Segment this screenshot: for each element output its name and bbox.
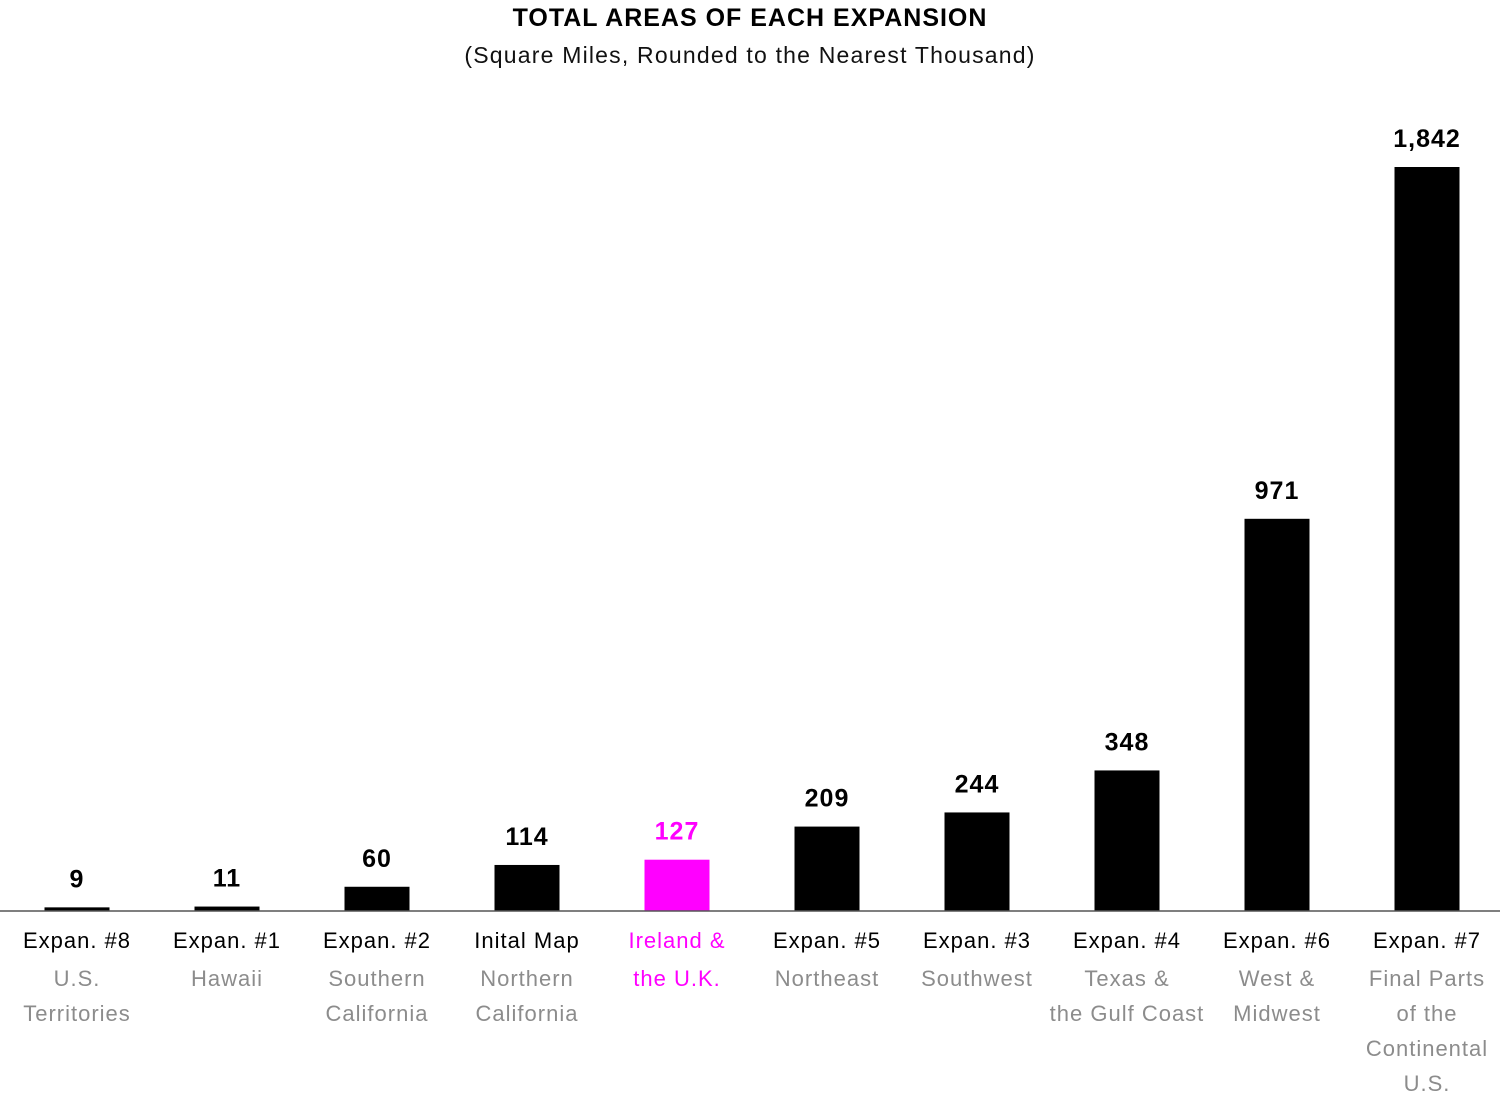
bar-9 <box>1394 167 1460 911</box>
category-sublabel-8-0: West & <box>1239 966 1316 991</box>
category-label-5: Expan. #5 <box>773 928 881 953</box>
category-sublabel-2-1: California <box>326 1001 429 1026</box>
category-sublabel-3-0: Northern <box>480 966 574 991</box>
category-sublabel-6-0: Southwest <box>921 966 1033 991</box>
value-label-3: 114 <box>505 823 548 851</box>
category-sublabel-8-1: Midwest <box>1233 1001 1321 1026</box>
bar-3 <box>494 864 560 911</box>
value-label-9: 1,842 <box>1393 125 1461 153</box>
value-label-2: 60 <box>362 845 392 873</box>
category-label-4: Ireland & <box>628 928 725 953</box>
category-sublabel-5-0: Northeast <box>775 966 879 991</box>
category-sublabel-7-1: the Gulf Coast <box>1050 1001 1205 1026</box>
category-sublabel-3-1: California <box>476 1001 579 1026</box>
bar-8 <box>1244 518 1310 911</box>
category-label-9: Expan. #7 <box>1373 928 1481 953</box>
bar-7 <box>1094 770 1160 911</box>
category-sublabel-9-1: of the <box>1396 1001 1457 1026</box>
bar-2 <box>344 886 410 911</box>
value-label-0: 9 <box>70 865 85 893</box>
category-sublabel-1-0: Hawaii <box>191 966 263 991</box>
chart-subtitle: (Square Miles, Rounded to the Nearest Th… <box>464 42 1036 68</box>
category-sublabel-9-3: U.S. <box>1404 1071 1451 1096</box>
category-label-0: Expan. #8 <box>23 928 131 953</box>
value-label-1: 11 <box>213 865 241 893</box>
bar-0 <box>44 907 110 911</box>
category-label-2: Expan. #2 <box>323 928 431 953</box>
category-sublabel-9-2: Continental <box>1366 1036 1488 1061</box>
category-sublabel-9-0: Final Parts <box>1369 966 1485 991</box>
category-sublabel-4-0: the U.K. <box>633 966 720 991</box>
category-label-8: Expan. #6 <box>1223 928 1331 953</box>
category-label-3: Inital Map <box>474 928 579 953</box>
chart-title: TOTAL AREAS OF EACH EXPANSION <box>512 4 988 32</box>
value-label-7: 348 <box>1105 728 1150 756</box>
category-sublabel-2-0: Southern <box>328 966 425 991</box>
bar-4 <box>644 859 710 911</box>
value-label-8: 971 <box>1255 477 1300 505</box>
bar-5 <box>794 826 860 911</box>
category-label-7: Expan. #4 <box>1073 928 1181 953</box>
category-sublabel-0-1: Territories <box>23 1001 131 1026</box>
category-label-6: Expan. #3 <box>923 928 1031 953</box>
bar-1 <box>194 906 260 911</box>
category-sublabel-0-0: U.S. <box>54 966 101 991</box>
category-label-1: Expan. #1 <box>173 928 281 953</box>
value-label-4: 127 <box>655 818 700 846</box>
bar-6 <box>944 812 1010 911</box>
category-sublabel-7-0: Texas & <box>1084 966 1169 991</box>
value-label-5: 209 <box>805 785 850 813</box>
value-label-6: 244 <box>955 770 1000 798</box>
